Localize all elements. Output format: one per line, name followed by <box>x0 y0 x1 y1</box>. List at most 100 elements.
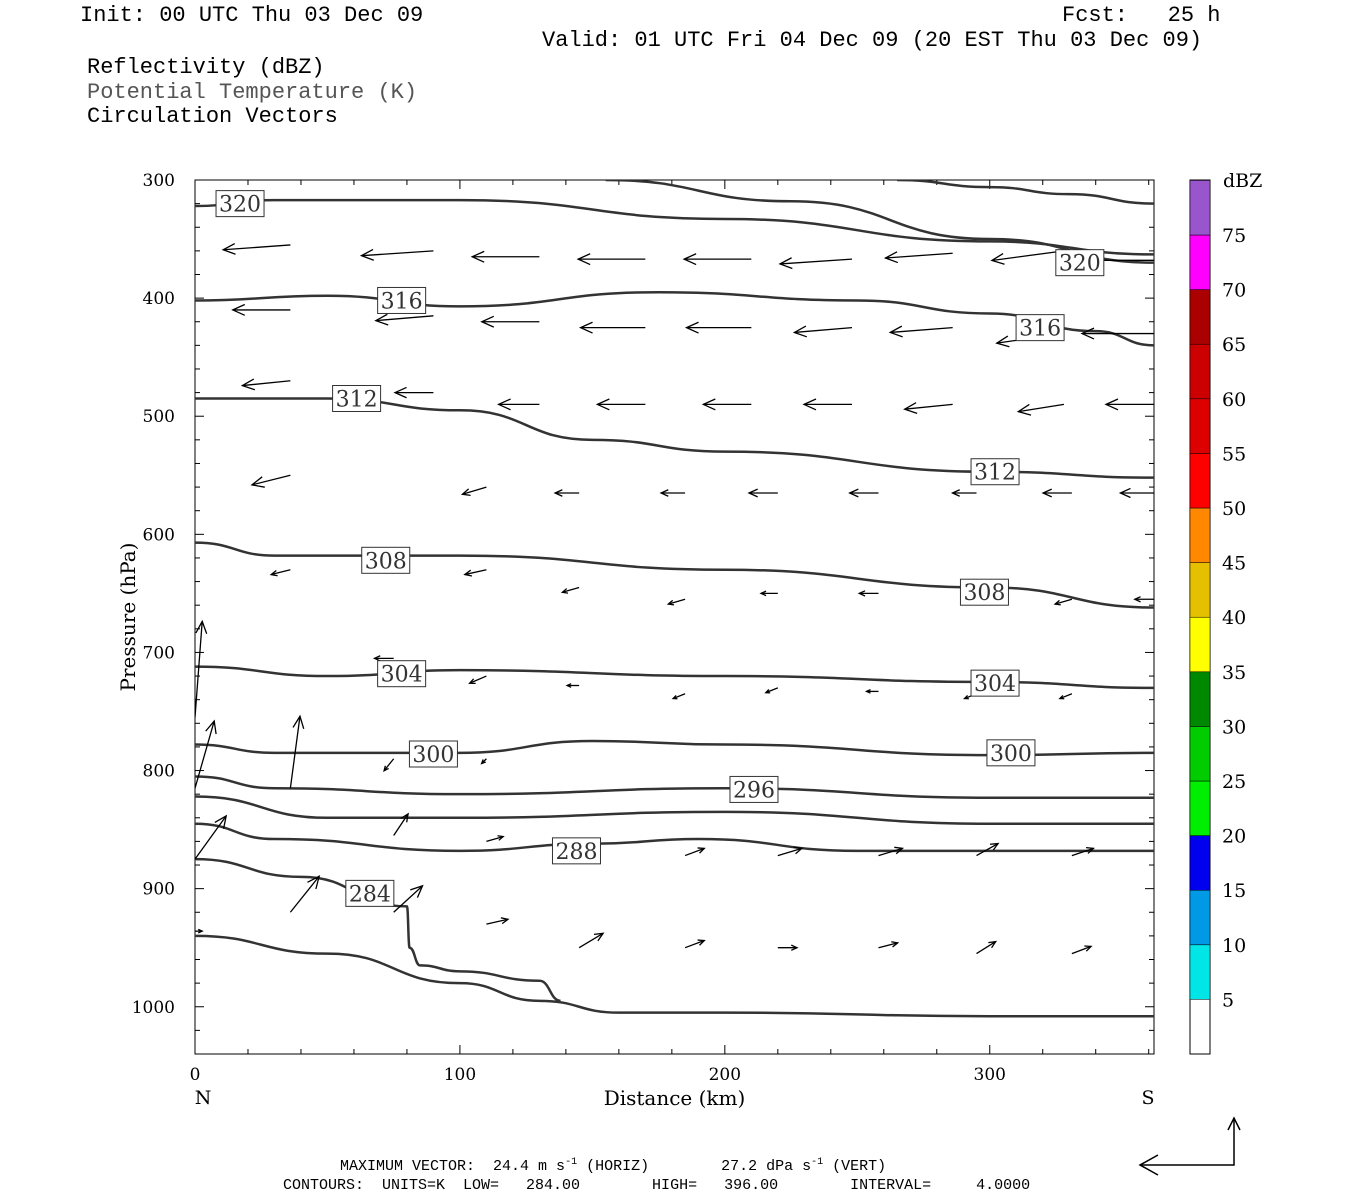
contour-label-box <box>361 546 411 574</box>
contour-label-box <box>1055 249 1105 277</box>
colorbar-swatch <box>1189 562 1211 618</box>
circulation-vector <box>765 687 779 694</box>
circulation-vector-head <box>697 939 706 946</box>
contour-label-box <box>959 578 1009 606</box>
contour-label: 312 <box>336 388 378 413</box>
circulation-vector-head <box>995 335 1010 348</box>
circulation-vector-head <box>221 242 236 255</box>
contour-label-box <box>377 286 427 314</box>
circulation-vector-head <box>468 678 476 685</box>
colorbar-label: 20 <box>1222 826 1246 848</box>
circulation-vector-head <box>480 759 486 765</box>
circulation-vector <box>1059 693 1073 700</box>
circulation-vector <box>375 315 434 322</box>
contour-label: 304 <box>381 663 423 688</box>
colorbar-swatch <box>1189 889 1211 946</box>
contour-label: 304 <box>974 672 1016 697</box>
colorbar-swatch <box>1189 835 1211 891</box>
circulation-vector-head <box>1133 596 1141 603</box>
circulation-vector-head <box>497 835 505 841</box>
max-vector-vert-exponent: -1 <box>811 1157 824 1168</box>
circulation-vector <box>578 932 604 949</box>
circulation-vector <box>777 847 803 857</box>
circulation-vector-head <box>560 588 569 594</box>
max-vector-vert: 27.2 dPa s <box>721 1158 812 1175</box>
colorbar-swatch <box>1189 944 1211 1000</box>
field-potential-temperature: Potential Temperature (K) <box>87 80 418 105</box>
y-tick-label: 700 <box>143 643 175 663</box>
circulation-vector-head <box>950 489 960 497</box>
contour-line-320 <box>897 180 1154 205</box>
circulation-vector <box>195 720 215 789</box>
circulation-vector-head <box>989 842 1000 851</box>
circulation-vector <box>464 569 487 576</box>
colorbar-label: 45 <box>1222 553 1246 575</box>
colorbar-swatch <box>1189 180 1211 236</box>
colorbar-label: 40 <box>1222 607 1246 629</box>
circulation-vector <box>195 391 196 393</box>
contour-label-box <box>729 775 779 803</box>
circulation-vector-head <box>990 252 1005 265</box>
circulation-vector <box>1071 847 1094 857</box>
colorbar-swatch <box>1189 726 1211 782</box>
circulation-vector-head <box>152 452 165 463</box>
contour-label-box <box>377 660 427 688</box>
circulation-vector-head <box>578 321 593 334</box>
circulation-vector <box>684 939 705 949</box>
colorbar-label: 70 <box>1222 280 1246 302</box>
colorbar-label: 30 <box>1222 716 1246 738</box>
circulation-vector-head <box>891 941 900 948</box>
colorbar-label: 35 <box>1222 662 1246 684</box>
circulation-vector-head <box>682 253 697 266</box>
contour-label-box <box>408 740 458 768</box>
circulation-vector-head <box>250 476 265 488</box>
circulation-vector-head <box>778 257 793 270</box>
circulation-vector <box>890 326 953 334</box>
y-tick-label: 900 <box>143 880 175 900</box>
circulation-vector <box>885 252 953 259</box>
circulation-vector-head <box>480 315 495 328</box>
circulation-vector-head <box>1118 487 1131 499</box>
field-circulation-vectors: Circulation Vectors <box>87 104 338 129</box>
circulation-vector <box>878 942 898 949</box>
circulation-vector-head <box>383 765 389 772</box>
circulation-vector-head <box>1084 945 1093 952</box>
contour-group <box>195 180 1154 1018</box>
circulation-vector <box>289 716 301 789</box>
circulation-vector-head <box>864 689 871 694</box>
y-tick-label: 300 <box>143 171 175 191</box>
circulation-vector <box>195 638 196 641</box>
circulation-vector-head <box>759 590 767 597</box>
contour-label-box <box>551 837 601 865</box>
max-vector-vert-tag: (VERT) <box>832 1158 887 1175</box>
circulation-vector-head <box>701 398 716 411</box>
circulation-vector-head <box>671 694 678 700</box>
circulation-vector-head <box>463 569 473 577</box>
colorbar-swatch <box>1189 343 1211 400</box>
plot-frame <box>194 179 1155 1055</box>
circulation-vector-head <box>894 846 905 855</box>
circulation-vector-head <box>793 846 804 855</box>
x-tick-label: 200 <box>709 1065 741 1085</box>
circulation-vector-head <box>393 386 407 399</box>
circulation-vector <box>794 326 853 334</box>
circulation-vector <box>251 474 291 486</box>
circulation-vector <box>393 813 409 836</box>
reference-vector-head-horiz <box>1138 1154 1159 1176</box>
circulation-vector <box>562 586 580 593</box>
circulation-vector-head <box>848 488 859 498</box>
colorbar-swatch <box>1189 289 1211 345</box>
colorbar-swatch <box>1189 234 1211 290</box>
circulation-vector-head <box>595 398 610 411</box>
circulation-vector <box>672 693 686 700</box>
contour-label: 320 <box>1059 252 1101 277</box>
contour-label: 308 <box>365 549 407 574</box>
circulation-vector-head <box>1080 327 1095 340</box>
colorbar-label: 65 <box>1222 334 1246 356</box>
circulation-vector-head <box>888 325 903 338</box>
x-end-label-north: N <box>195 1087 212 1109</box>
max-vector-horiz: 24.4 m s <box>493 1158 566 1175</box>
forecast-hour: Fcst: 25 h <box>1062 3 1221 28</box>
circulation-vector <box>361 250 434 257</box>
x-tick-label: 100 <box>444 1065 476 1085</box>
